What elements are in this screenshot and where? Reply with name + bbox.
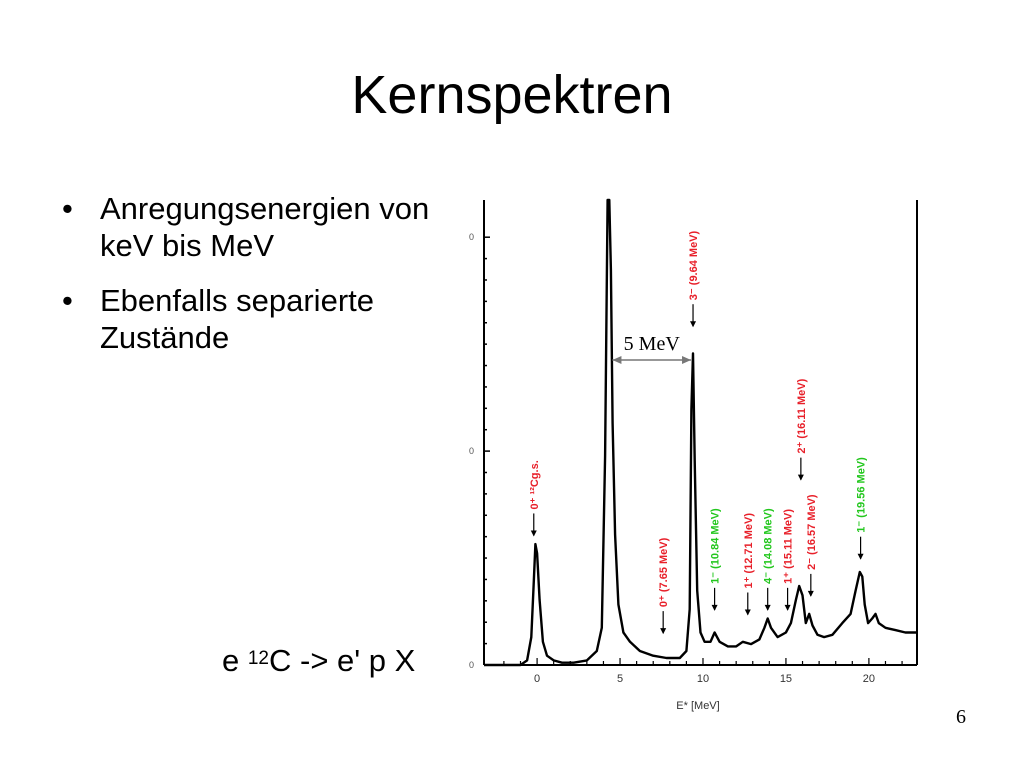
page-number: 6 xyxy=(956,706,966,728)
peak-label: 1⁺ (12.71 MeV) xyxy=(743,513,755,589)
peak-marker-arrow xyxy=(690,321,697,328)
spectrum-line xyxy=(484,198,917,667)
peak-marker-arrow xyxy=(530,530,537,537)
x-tick-label: 15 xyxy=(780,673,792,685)
peak-label: 2⁻ (16.57 MeV) xyxy=(806,494,818,570)
annotation-label: 5 MeV xyxy=(624,333,681,355)
y-tick-label: 0 xyxy=(469,232,474,242)
peak-label: 1⁻ (10.84 MeV) xyxy=(710,508,722,584)
x-tick-label: 0 xyxy=(534,673,540,685)
peak-marker-arrow xyxy=(857,553,864,560)
bullet-list: • Anregungsenergien von keV bis MeV • Eben… xyxy=(56,190,476,374)
peak-marker-arrow xyxy=(744,609,751,616)
y-tick-label: 0 xyxy=(469,446,474,456)
reaction-caption: e 12C -> e' p X xyxy=(222,641,415,681)
bullet-text: Ebenfalls separierte Zustände xyxy=(100,283,374,355)
peak-label: 1⁻ (19.56 MeV) xyxy=(856,457,868,533)
peak-marker-arrow xyxy=(784,604,791,611)
peak-label: 0⁺ ¹²Cg.s. xyxy=(529,460,541,509)
peak-label: 2⁺ (16.11 MeV) xyxy=(796,378,808,453)
caption-prefix: e xyxy=(222,643,248,678)
x-axis-label: E* [MeV] xyxy=(676,700,719,712)
annotation-arrowhead-left xyxy=(612,356,622,364)
peak-label: 3⁻ (9.64 MeV) xyxy=(688,230,700,300)
x-tick-label: 10 xyxy=(697,673,709,685)
y-tick-label: 0 xyxy=(469,660,474,670)
bullet-dot: • xyxy=(62,283,73,318)
peak-marker-arrow xyxy=(764,604,771,611)
peak-label: 1⁺ (15.11 MeV) xyxy=(783,509,795,584)
x-tick-label: 20 xyxy=(863,673,875,685)
peak-marker-arrow xyxy=(660,628,667,635)
bullet-text: Anregungsenergien von keV bis MeV xyxy=(100,191,430,263)
bullet-item: • Anregungsenergien von keV bis MeV xyxy=(56,190,476,264)
bullet-item: • Ebenfalls separierte Zustände xyxy=(56,282,476,356)
annotation-arrowhead-right xyxy=(682,356,692,364)
caption-reaction: C -> e' p X xyxy=(269,643,416,678)
caption-superscript: 12 xyxy=(247,648,269,669)
x-tick-label: 5 xyxy=(617,673,623,685)
peak-label: 4⁻ (14.08 MeV) xyxy=(763,508,775,584)
peak-label: 0⁺ (7.65 MeV) xyxy=(658,537,670,607)
peak-marker-arrow xyxy=(807,590,814,597)
slide-title: Kernspektren xyxy=(351,65,673,125)
peak-marker-arrow xyxy=(797,474,804,481)
peak-marker-arrow xyxy=(711,604,718,611)
bullet-dot: • xyxy=(62,191,73,226)
